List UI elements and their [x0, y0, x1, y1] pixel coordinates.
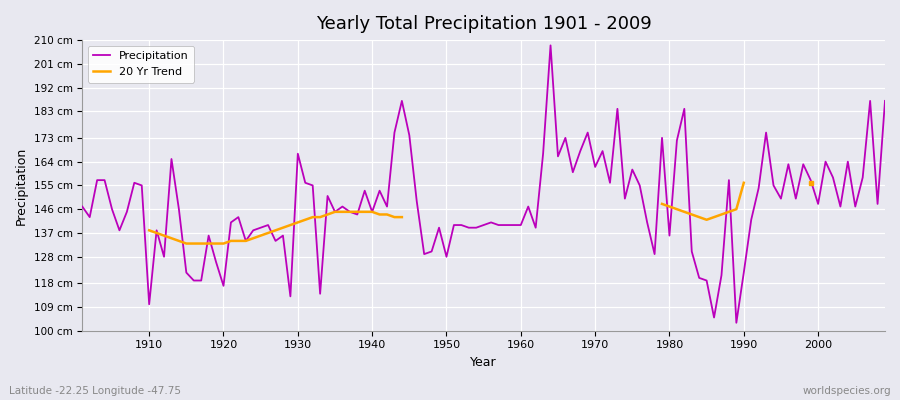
- Y-axis label: Precipitation: Precipitation: [15, 146, 28, 224]
- 20 Yr Trend: [248, 236, 258, 241]
- 20 Yr Trend: [226, 238, 237, 243]
- 20 Yr Trend: [203, 241, 214, 246]
- 20 Yr Trend: [300, 217, 310, 222]
- 20 Yr Trend: [240, 238, 251, 243]
- Text: Latitude -22.25 Longitude -47.75: Latitude -22.25 Longitude -47.75: [9, 386, 181, 396]
- Precipitation: [508, 223, 518, 228]
- 20 Yr Trend: [382, 212, 392, 217]
- 20 Yr Trend: [277, 225, 288, 230]
- 20 Yr Trend: [144, 228, 155, 233]
- 20 Yr Trend: [389, 215, 400, 220]
- 20 Yr Trend: [174, 238, 184, 243]
- 20 Yr Trend: [359, 210, 370, 214]
- 20 Yr Trend: [329, 210, 340, 214]
- 20 Yr Trend: [307, 215, 318, 220]
- 20 Yr Trend: [196, 241, 207, 246]
- 20 Yr Trend: [337, 210, 347, 214]
- 20 Yr Trend: [151, 230, 162, 235]
- 20 Yr Trend: [322, 212, 333, 217]
- Title: Yearly Total Precipitation 1901 - 2009: Yearly Total Precipitation 1901 - 2009: [316, 15, 652, 33]
- Precipitation: [612, 106, 623, 111]
- Precipitation: [76, 204, 87, 209]
- 20 Yr Trend: [366, 210, 377, 214]
- 20 Yr Trend: [256, 233, 266, 238]
- Line: Precipitation: Precipitation: [82, 45, 885, 323]
- Precipitation: [731, 320, 742, 325]
- Precipitation: [345, 210, 356, 214]
- Precipitation: [516, 223, 526, 228]
- 20 Yr Trend: [263, 230, 274, 235]
- 20 Yr Trend: [315, 215, 326, 220]
- 20 Yr Trend: [218, 241, 229, 246]
- 20 Yr Trend: [166, 236, 177, 241]
- Line: 20 Yr Trend: 20 Yr Trend: [149, 212, 402, 244]
- X-axis label: Year: Year: [471, 356, 497, 369]
- Precipitation: [136, 183, 147, 188]
- Precipitation: [300, 180, 310, 185]
- 20 Yr Trend: [158, 233, 169, 238]
- Legend: Precipitation, 20 Yr Trend: Precipitation, 20 Yr Trend: [88, 46, 194, 82]
- 20 Yr Trend: [374, 212, 385, 217]
- Precipitation: [545, 43, 556, 48]
- 20 Yr Trend: [285, 223, 296, 228]
- 20 Yr Trend: [397, 215, 408, 220]
- 20 Yr Trend: [211, 241, 221, 246]
- 20 Yr Trend: [270, 228, 281, 233]
- Precipitation: [879, 98, 890, 103]
- 20 Yr Trend: [352, 210, 363, 214]
- 20 Yr Trend: [188, 241, 199, 246]
- Text: worldspecies.org: worldspecies.org: [803, 386, 891, 396]
- 20 Yr Trend: [181, 241, 192, 246]
- 20 Yr Trend: [345, 210, 356, 214]
- 20 Yr Trend: [233, 238, 244, 243]
- 20 Yr Trend: [292, 220, 303, 225]
